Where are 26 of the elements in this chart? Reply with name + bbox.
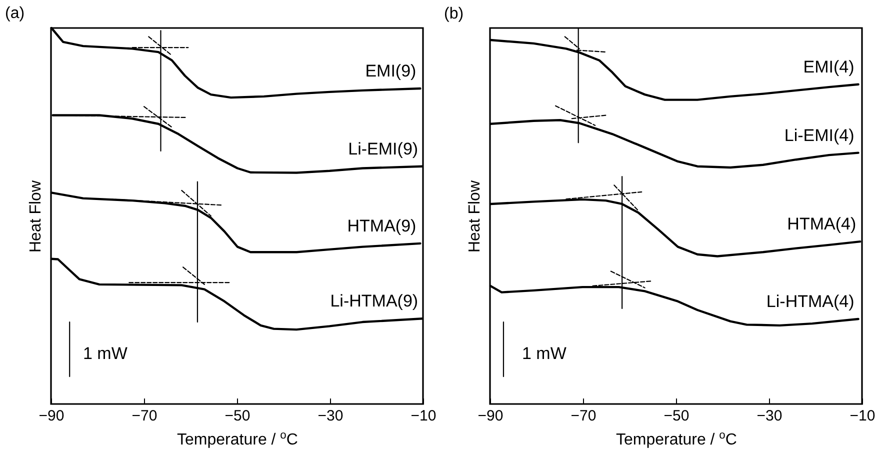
x-tick-label: −70	[570, 408, 596, 424]
chart-title: (b)	[444, 5, 464, 22]
y-axis-title: Heat Flow	[28, 180, 44, 253]
annotation: 1 mW	[522, 344, 566, 363]
x-tick-label: −10	[850, 408, 876, 424]
chart-title: (a)	[5, 4, 25, 22]
series-label: HTMA(9)	[347, 216, 416, 236]
series-label: EMI(9)	[365, 62, 416, 81]
series-label: Li-HTMA(9)	[330, 292, 418, 311]
x-tick-label: −70	[132, 408, 158, 424]
series-label: Li-EMI(9)	[348, 139, 418, 158]
x-axis-title: Temperature / $^{o}$C	[177, 430, 298, 448]
x-tick-label: −50	[664, 408, 690, 424]
x-tick-label: −90	[478, 408, 504, 424]
x-tick-label: −50	[224, 408, 250, 424]
x-axis-title: Temperature / $^{o}$C	[616, 430, 737, 448]
annotation: 1 mW	[83, 344, 128, 363]
y-axis-title: Heat Flow	[466, 180, 484, 253]
series-label: Li-EMI(4)	[784, 126, 854, 145]
x-tick-label: −30	[756, 408, 782, 424]
series-label: HTMA(4)	[787, 214, 856, 234]
x-tick-label: −10	[410, 408, 436, 424]
series-label: Li-HTMA(4)	[766, 292, 854, 312]
series-label: EMI(4)	[803, 57, 854, 76]
x-tick-label: −30	[318, 408, 344, 424]
x-tick-label: −90	[38, 408, 64, 424]
